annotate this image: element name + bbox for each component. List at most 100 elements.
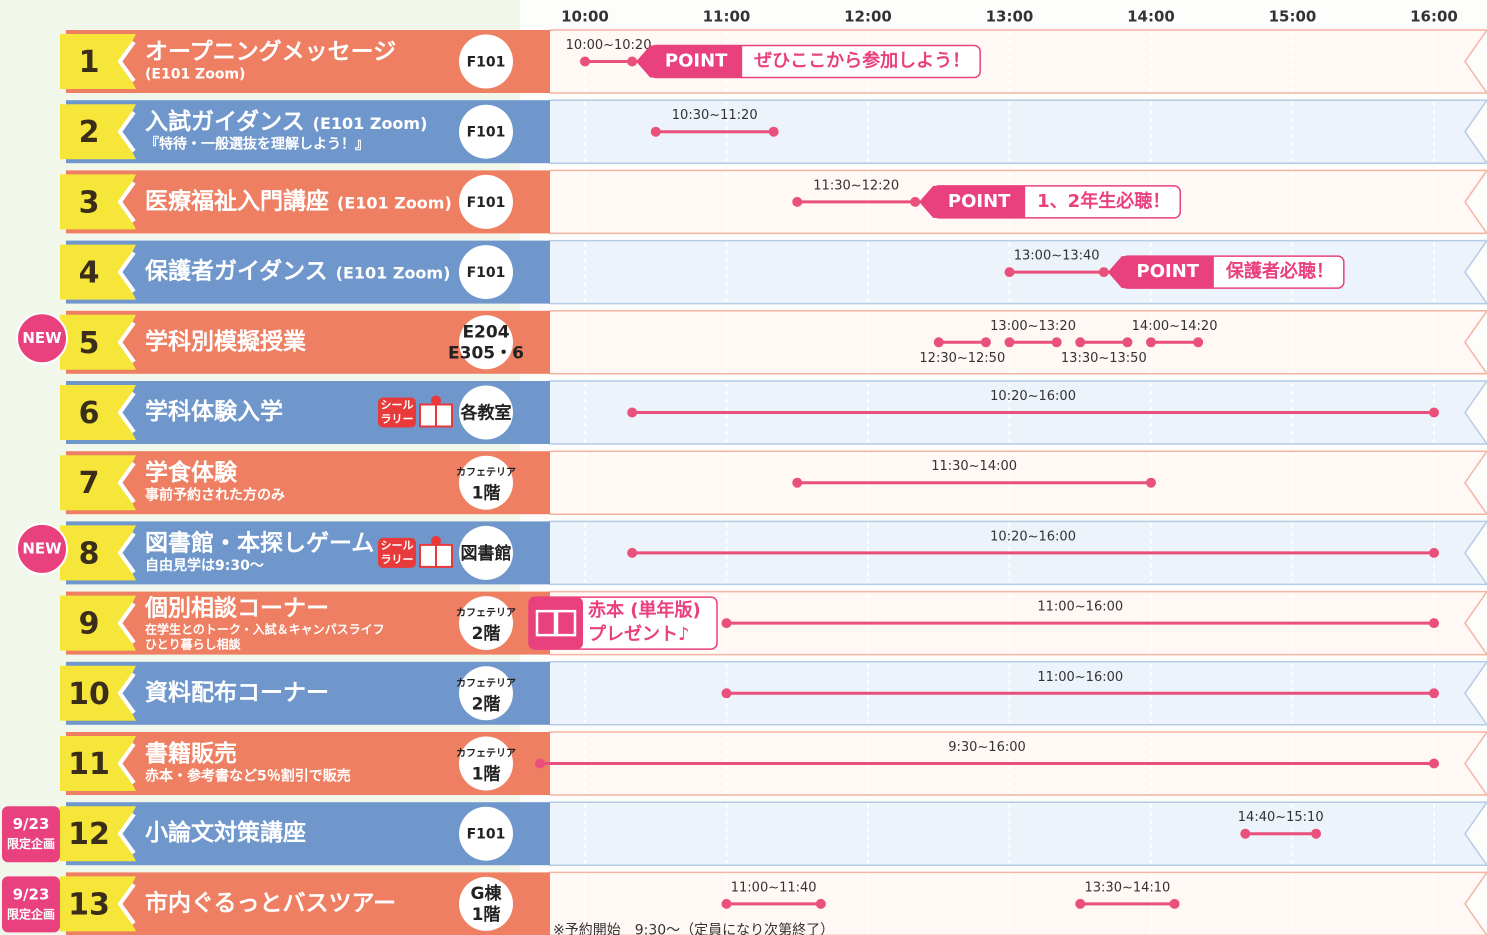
gift-text: プレゼント♪ bbox=[588, 623, 690, 645]
session-label: 14:00~14:20 bbox=[1132, 319, 1218, 334]
point-tag bbox=[919, 185, 1026, 218]
room-label: F101 bbox=[467, 125, 506, 141]
row-title: 図書館・本探しゲーム bbox=[145, 529, 374, 556]
rally-text: ラリー bbox=[381, 553, 414, 566]
session-dot bbox=[627, 547, 638, 558]
row-number: 8 bbox=[79, 536, 100, 571]
session-dot bbox=[1051, 337, 1062, 348]
room-label: 1階 bbox=[472, 765, 501, 785]
chevron bbox=[117, 742, 136, 785]
number-box bbox=[60, 595, 136, 651]
badge-text: NEW bbox=[22, 329, 62, 347]
row-number: 5 bbox=[79, 326, 100, 361]
room-circle bbox=[459, 596, 513, 651]
row-subtitle: 自由見学は9:30～ bbox=[145, 557, 264, 574]
row-number: 11 bbox=[68, 747, 110, 782]
row-remark: ※予約開始 9:30～（定員になり次第終了） bbox=[553, 921, 834, 935]
session-dot bbox=[1429, 758, 1439, 769]
session-dot bbox=[1146, 337, 1156, 348]
room-circle bbox=[459, 34, 513, 89]
point-text: 保護者必聴！ bbox=[1225, 260, 1334, 282]
room-label: F101 bbox=[467, 55, 506, 71]
row-title-note: (E101 Zoom) bbox=[313, 114, 428, 133]
chevron bbox=[117, 462, 136, 504]
gift-bow bbox=[431, 395, 441, 406]
chevron bbox=[117, 532, 136, 574]
chevron bbox=[117, 40, 136, 83]
session-dot bbox=[933, 337, 944, 348]
session-dot bbox=[1429, 618, 1439, 629]
room-label: 各教室 bbox=[460, 403, 512, 424]
rally-text: ラリー bbox=[381, 413, 414, 426]
room-label: F101 bbox=[467, 195, 506, 211]
session-dot bbox=[815, 898, 826, 909]
room-circle bbox=[459, 315, 513, 370]
row-number: 2 bbox=[79, 115, 100, 150]
room-circle bbox=[459, 104, 513, 159]
point-text: ぜひここから参加しよう！ bbox=[754, 50, 970, 72]
row-title: 資料配布コーナー bbox=[145, 679, 329, 706]
row-number: 12 bbox=[68, 817, 110, 852]
row-title-note: (E101 Zoom) bbox=[336, 264, 451, 283]
session-dot bbox=[627, 407, 638, 418]
point-callout: ぜひここから参加しよう！ POINT bbox=[636, 44, 981, 79]
row-number: 13 bbox=[68, 887, 110, 922]
session-label: 11:30~14:00 bbox=[931, 459, 1017, 474]
hour-label: 15:00 bbox=[1269, 8, 1317, 26]
point-tag-label: POINT bbox=[1137, 261, 1200, 282]
hour-label: 16:00 bbox=[1410, 8, 1458, 26]
session-dot bbox=[1004, 267, 1015, 278]
row-number: 3 bbox=[79, 185, 100, 220]
row-number: 10 bbox=[68, 677, 110, 712]
room-label: E204 bbox=[462, 322, 509, 342]
room-circle bbox=[459, 806, 513, 861]
session-label: 10:20~16:00 bbox=[990, 529, 1076, 544]
room-label: 1階 bbox=[472, 905, 501, 925]
room-label: 1階 bbox=[472, 484, 501, 504]
room-label: カフェテリア bbox=[456, 677, 516, 689]
chevron bbox=[117, 391, 136, 434]
limited-badge bbox=[2, 806, 60, 863]
number-box bbox=[60, 665, 136, 721]
rally-text: シール bbox=[381, 399, 414, 412]
session-dot bbox=[721, 898, 732, 909]
session-dot bbox=[650, 126, 661, 137]
number-box bbox=[60, 34, 136, 89]
row-title: 個別相談コーナー bbox=[144, 595, 329, 622]
row-title-note: (E101 Zoom) bbox=[337, 193, 452, 212]
session-label: 11:00~16:00 bbox=[1037, 670, 1123, 685]
session-dot bbox=[1146, 477, 1156, 488]
room-label: カフェテリア bbox=[456, 467, 516, 479]
session-label: 11:00~11:40 bbox=[731, 880, 817, 895]
number-box bbox=[60, 806, 136, 862]
session-dot bbox=[1429, 547, 1439, 558]
session-dot bbox=[1075, 337, 1086, 348]
session-dot bbox=[721, 688, 732, 699]
row-title: 書籍販売 bbox=[145, 740, 237, 767]
limited-badge bbox=[2, 876, 60, 933]
row-title: 小論文対策講座 bbox=[145, 819, 306, 846]
session-dot bbox=[792, 477, 803, 488]
row-title: 市内ぐるっとバスツアー bbox=[145, 889, 396, 916]
number-box bbox=[60, 736, 136, 791]
chevron bbox=[117, 321, 136, 363]
room-circle bbox=[459, 876, 513, 931]
hour-label: 12:00 bbox=[844, 8, 892, 26]
row-number: 9 bbox=[79, 607, 100, 642]
session-dot bbox=[1075, 898, 1086, 909]
row-subtitle: (E101 Zoom) bbox=[145, 67, 245, 83]
point-callout: 保護者必聴！ POINT bbox=[1107, 255, 1345, 289]
room-circle bbox=[459, 455, 513, 510]
session-dot bbox=[792, 196, 803, 207]
number-box bbox=[60, 876, 136, 932]
session-label: 10:00~10:20 bbox=[566, 38, 652, 53]
room-circle bbox=[459, 525, 513, 580]
badge-text: 限定企画 bbox=[7, 836, 55, 851]
gift-bow bbox=[431, 535, 441, 546]
room-circle bbox=[459, 736, 513, 791]
session-label: 11:30~12:20 bbox=[813, 178, 899, 193]
badge-text: 9/23 bbox=[13, 885, 50, 903]
chevron bbox=[117, 883, 136, 925]
